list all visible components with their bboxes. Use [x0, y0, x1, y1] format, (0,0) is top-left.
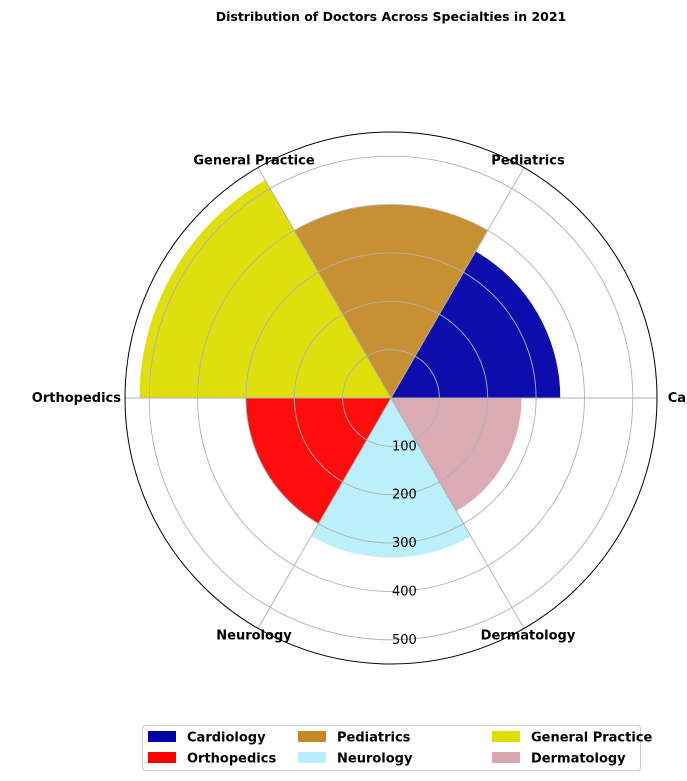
grid-spoke	[390, 397, 525, 629]
legend-swatch-dermatology	[492, 752, 520, 763]
chart-title: Distribution of Doctors Across Specialti…	[216, 9, 567, 24]
category-label-layer: Cardiology Pediatrics General Practice Orth…	[32, 154, 687, 644]
radial-tick-label: 200	[392, 488, 417, 503]
grid-layer	[124, 131, 658, 665]
legend-swatch-orthopedics	[148, 752, 176, 763]
radial-tick-label: 300	[392, 536, 417, 551]
radial-tick-label: 100	[392, 439, 417, 454]
legend-label-orthopedics: Orthopedics	[187, 752, 276, 767]
grid-spoke	[257, 167, 392, 399]
category-label-orthopedics: Orthopedics	[32, 391, 121, 406]
legend-label-pediatrics: Pediatrics	[337, 731, 411, 746]
legend-swatch-neurology	[298, 752, 326, 763]
radial-tick-layer: 100 200 300 400 500	[392, 439, 417, 647]
wedge-general-practice	[139, 180, 391, 398]
wedge-dermatology	[391, 398, 522, 512]
category-label-cardiology: Cardiology	[668, 391, 687, 406]
legend-swatch-cardiology	[148, 731, 176, 742]
category-label-general-practice: General Practice	[193, 154, 315, 169]
category-label-pediatrics: Pediatrics	[491, 154, 565, 169]
radial-tick-label: 500	[392, 633, 417, 648]
category-label-neurology: Neurology	[216, 628, 292, 643]
category-label-dermatology: Dermatology	[481, 628, 576, 643]
wedge-cardiology	[391, 251, 561, 398]
grid-spoke	[257, 397, 392, 629]
legend-label-cardiology: Cardiology	[187, 731, 266, 746]
legend-swatch-pediatrics	[298, 731, 326, 742]
legend-swatch-general-practice	[492, 731, 520, 742]
radial-tick-label: 400	[392, 584, 417, 599]
grid-spoke	[390, 167, 525, 399]
legend-label-neurology: Neurology	[337, 752, 413, 767]
wedge-neurology	[311, 398, 471, 558]
legend-label-dermatology: Dermatology	[531, 752, 626, 767]
polar-frame	[124, 131, 658, 665]
legend: Cardiology Pediatrics General Practice Orth…	[142, 725, 653, 771]
legend-label-general-practice: General Practice	[531, 731, 653, 746]
